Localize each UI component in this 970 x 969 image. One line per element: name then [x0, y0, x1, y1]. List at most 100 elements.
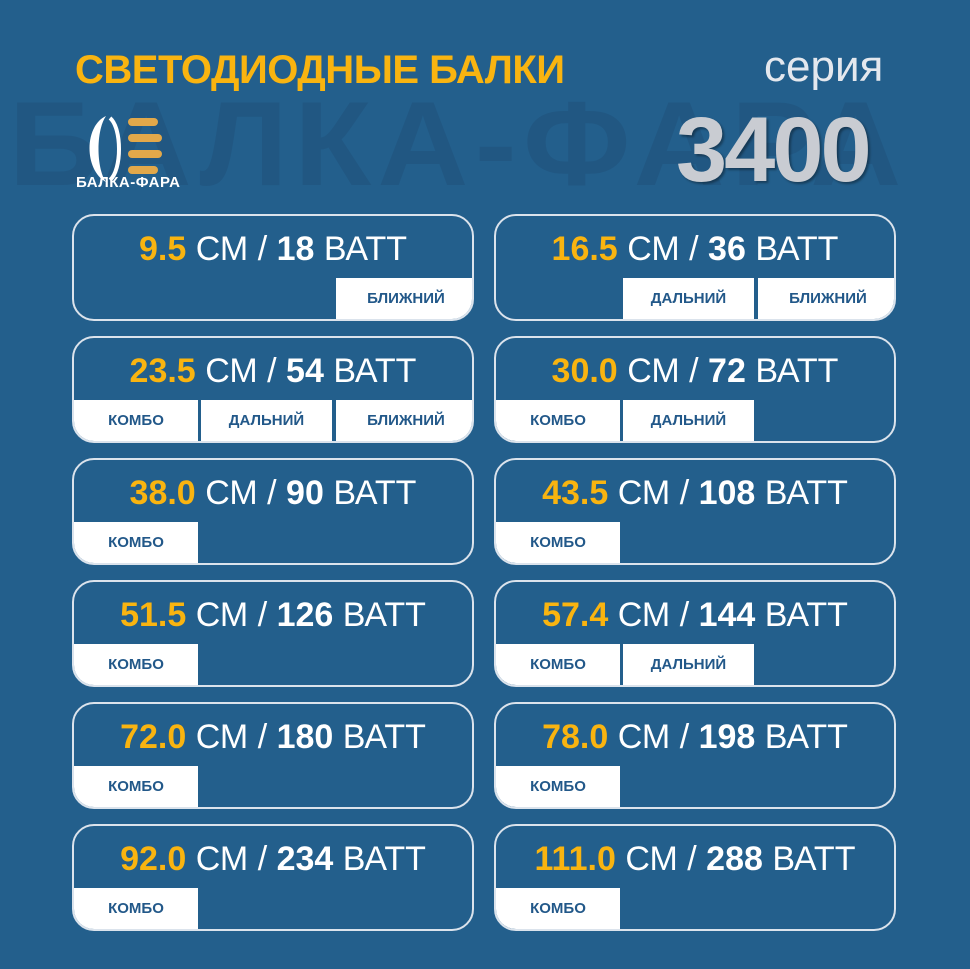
length-unit: СМ	[205, 352, 258, 390]
separator: /	[689, 352, 699, 390]
beam-type-tag: КОМБО	[496, 766, 620, 807]
separator: /	[257, 596, 268, 634]
length-value: 9.5	[139, 230, 187, 268]
power-value: 18	[276, 230, 315, 268]
power-unit: ВАТТ	[333, 352, 417, 390]
beam-type-tag: БЛИЖНИЙ	[336, 400, 472, 441]
separator: /	[679, 474, 690, 512]
length-value: 38.0	[129, 474, 196, 512]
power-value: 198	[698, 718, 756, 756]
beam-type-tag: КОМБО	[74, 644, 198, 685]
beam-type-tag: КОМБО	[74, 400, 198, 441]
length-unit: СМ	[627, 352, 680, 390]
power-unit: ВАТТ	[323, 230, 407, 268]
separator: /	[679, 596, 690, 634]
power-value: 234	[276, 840, 334, 878]
series-number: 3400	[676, 99, 872, 201]
beam-type-tag: КОМБО	[74, 766, 198, 807]
separator: /	[257, 230, 268, 268]
model-spec: 30.0 СМ / 72 ВАТТ	[496, 352, 894, 391]
model-spec: 57.4 СМ / 144 ВАТТ	[496, 596, 894, 635]
watermark: БАЛКА-ФАРА	[8, 77, 908, 211]
model-spec: 78.0 СМ / 198 ВАТТ	[496, 718, 894, 757]
model-card: 111.0 СМ / 288 ВАТТ КОМБО	[494, 824, 896, 931]
length-value: 23.5	[129, 352, 196, 390]
power-value: 72	[708, 352, 746, 390]
power-unit: ВАТТ	[333, 474, 417, 512]
beam-type-tag: ДАЛЬНИЙ	[623, 644, 754, 685]
beam-type-tag: КОМБО	[74, 522, 198, 563]
length-unit: СМ	[617, 474, 671, 512]
length-unit: СМ	[195, 718, 249, 756]
separator: /	[267, 474, 277, 512]
power-value: 180	[276, 718, 334, 756]
model-card: 51.5 СМ / 126 ВАТТ КОМБО	[72, 580, 474, 687]
beam-type-tag: КОМБО	[496, 644, 620, 685]
model-spec: 92.0 СМ / 234 ВАТТ	[74, 840, 472, 879]
model-card: 30.0 СМ / 72 ВАТТ КОМБО ДАЛЬНИЙ	[494, 336, 896, 443]
model-spec: 23.5 СМ / 54 ВАТТ	[74, 352, 472, 391]
length-unit: СМ	[195, 840, 249, 878]
power-unit: ВАТТ	[764, 596, 848, 634]
beam-type-tag: ДАЛЬНИЙ	[623, 278, 754, 319]
length-value: 111.0	[534, 840, 616, 878]
length-value: 92.0	[120, 840, 187, 878]
model-card: 16.5 СМ / 36 ВАТТ ДАЛЬНИЙ БЛИЖНИЙ	[494, 214, 896, 321]
power-unit: ВАТТ	[342, 840, 426, 878]
power-unit: ВАТТ	[772, 840, 856, 878]
length-unit: СМ	[195, 230, 249, 268]
model-card: 57.4 СМ / 144 ВАТТ КОМБО ДАЛЬНИЙ	[494, 580, 896, 687]
model-card: 38.0 СМ / 90 ВАТТ КОМБО	[72, 458, 474, 565]
model-spec: 43.5 СМ / 108 ВАТТ	[496, 474, 894, 513]
length-unit: СМ	[205, 474, 258, 512]
separator: /	[689, 230, 699, 268]
power-unit: ВАТТ	[755, 230, 839, 268]
beam-type-tag: КОМБО	[496, 522, 620, 563]
power-value: 36	[708, 230, 746, 268]
separator: /	[257, 840, 268, 878]
power-value: 144	[698, 596, 756, 634]
length-unit: СМ	[627, 230, 680, 268]
length-value: 78.0	[542, 718, 609, 756]
length-unit: СМ	[195, 596, 249, 634]
length-value: 57.4	[542, 596, 609, 634]
model-card: 92.0 СМ / 234 ВАТТ КОМБО	[72, 824, 474, 931]
page-title: СВЕТОДИОДНЫЕ БАЛКИ	[75, 48, 565, 92]
separator: /	[679, 718, 690, 756]
power-value: 108	[698, 474, 756, 512]
power-unit: ВАТТ	[764, 474, 848, 512]
separator: /	[257, 718, 268, 756]
length-value: 72.0	[120, 718, 187, 756]
length-value: 30.0	[551, 352, 618, 390]
model-card: 78.0 СМ / 198 ВАТТ КОМБО	[494, 702, 896, 809]
model-card: 9.5 СМ / 18 ВАТТ БЛИЖНИЙ	[72, 214, 474, 321]
model-card: 23.5 СМ / 54 ВАТТ КОМБО ДАЛЬНИЙ БЛИЖНИЙ	[72, 336, 474, 443]
model-spec: 111.0 СМ / 288 ВАТТ	[496, 840, 894, 879]
beam-type-tag: БЛИЖНИЙ	[758, 278, 894, 319]
length-value: 51.5	[120, 596, 187, 634]
length-unit: СМ	[617, 596, 671, 634]
model-spec: 16.5 СМ / 36 ВАТТ	[496, 230, 894, 269]
model-spec: 9.5 СМ / 18 ВАТТ	[74, 230, 472, 269]
model-card: 72.0 СМ / 180 ВАТТ КОМБО	[72, 702, 474, 809]
length-value: 43.5	[542, 474, 609, 512]
power-unit: ВАТТ	[755, 352, 839, 390]
beam-type-tag: КОМБО	[74, 888, 198, 929]
headlight-logo-icon	[89, 116, 162, 182]
model-spec: 72.0 СМ / 180 ВАТТ	[74, 718, 472, 757]
power-unit: ВАТТ	[342, 596, 426, 634]
power-unit: ВАТТ	[342, 718, 426, 756]
power-value: 90	[286, 474, 324, 512]
beam-type-tag: КОМБО	[496, 400, 620, 441]
power-value: 126	[276, 596, 334, 634]
beam-type-tag: ДАЛЬНИЙ	[623, 400, 754, 441]
beam-type-tag: ДАЛЬНИЙ	[201, 400, 332, 441]
power-unit: ВАТТ	[764, 718, 848, 756]
power-value: 54	[286, 352, 324, 390]
length-unit: СМ	[625, 840, 678, 878]
beam-type-tag: КОМБО	[496, 888, 620, 929]
power-value: 288	[706, 840, 763, 878]
length-value: 16.5	[551, 230, 618, 268]
separator: /	[687, 840, 697, 878]
model-card: 43.5 СМ / 108 ВАТТ КОМБО	[494, 458, 896, 565]
